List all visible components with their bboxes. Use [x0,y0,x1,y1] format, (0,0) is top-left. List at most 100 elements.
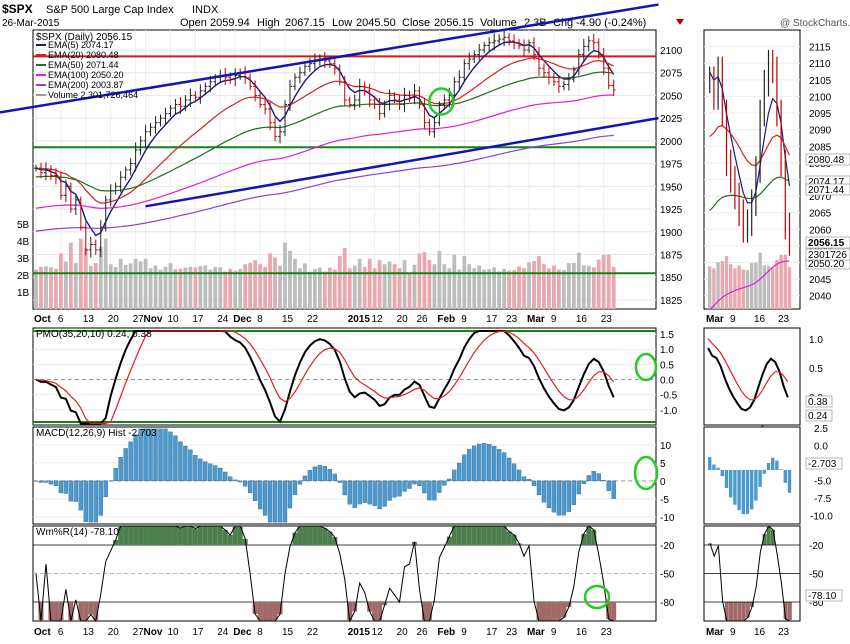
macd-bar [402,480,407,492]
zoom-pmo-tick: 0.5 [809,364,823,375]
wmr-title: Wm%R(14) -78.10 [36,527,119,538]
wmr-overbought-fill [317,526,323,545]
x-axis-label: Dec [233,314,252,325]
zoom-volume-bar [741,269,745,309]
wmr-overbought-fill [446,536,452,545]
volume-bar [268,253,272,309]
macd-bar [531,480,537,486]
pmo-y-tick: 1.0 [660,345,674,356]
macd-y-tick: 0 [660,477,666,488]
zoom-macd-bar [720,470,724,477]
macd-bar [437,480,442,493]
macd-bar [233,479,238,482]
zoom-value-label: 2301726 [805,248,850,261]
macd-bar [322,466,327,482]
x-axis-label: 23 [601,314,613,325]
x-axis-label: 23 [601,627,613,638]
wmr-oversold-fill [551,602,557,621]
macd-bar [198,458,203,482]
wmr-oversold-fill [272,602,278,621]
volume-bar [452,254,457,309]
wmr-oversold-fill [88,602,94,615]
zoom-volume-bar [775,259,779,309]
zoom-macd-bar [737,470,741,511]
volume-bar [581,265,586,309]
volume-bar [342,248,347,309]
volume-bar [98,246,103,309]
zoom-price-tick: 2115 [809,43,831,54]
ema20-line [35,57,614,204]
volume-bar [322,271,327,309]
price-y-tick: 1925 [660,205,683,216]
wmr-overbought-fill [461,526,467,545]
macd-bar [561,480,567,516]
volume-bar [566,263,571,309]
zoom-value-label-text: 2074.17 [808,177,845,188]
volume-bar [93,263,98,309]
zoom-price-tick: 2045 [809,275,832,286]
x-axis-label: 23 [506,314,518,325]
close-value: 2056.15 [434,17,474,29]
macd-bar [521,476,527,482]
zoom-volume-bar [779,254,783,309]
zoom-x-label: 9 [730,627,736,638]
macd-bar [48,480,54,485]
macd-bar [427,480,432,501]
x-axis-label: 17 [486,627,498,638]
x-axis-label: 6 [58,314,64,325]
wmr-overbought-fill [192,528,198,545]
zoom-ema20-line [709,124,791,167]
wmr-overbought-fill [143,526,149,545]
zoom-macd-bar [708,457,712,470]
macd-bar [113,468,118,482]
macd-bar [526,479,532,482]
highlight-circle-macd [633,455,659,491]
macd-bar [417,480,422,487]
pmo-y-tick: -0.5 [660,391,678,402]
volume-bar [273,257,277,309]
macd-bar [178,441,183,482]
volume-bar [601,254,606,309]
zoom-macd-bar [787,470,792,493]
volume-bar [487,269,492,309]
volume-bar [168,263,173,309]
volume-bar [392,264,397,309]
wmr-overbought-fill [217,526,223,545]
zoom-pmo-label-box [805,409,833,422]
zoom-macd-bar [783,470,787,483]
zoom-price-tick: 2095 [809,109,832,120]
macd-bar [462,454,467,482]
macd-bar [183,445,188,482]
price-y-tick: 1825 [660,296,683,307]
macd-bar [143,428,148,482]
wmr-overbought-fill [332,537,338,545]
macd-y-tick: -5 [660,495,669,506]
macd-bar [611,480,616,499]
macd-bar [357,480,362,505]
index-name: S&P 500 Large Cap Index [46,4,174,16]
volume-bar [497,271,502,309]
x-axis-label: 20 [108,314,120,325]
zoom-wmr-panel: -20 -50 -80-78.10 [703,525,843,622]
x-axis-label: 15 [282,627,294,638]
zoom-value-label-box [805,183,850,196]
macd-bar [108,480,113,482]
macd-bar [133,434,138,482]
x-axis-label: 8 [257,314,263,325]
volume-bar [482,269,487,309]
x-axis-label: 22 [307,627,319,638]
zoom-wmr-fill [787,602,792,621]
volume-bar [397,268,402,309]
zoom-macd-label: -2.703 [808,459,837,470]
ema200-line [35,134,614,232]
macd-bar [262,480,268,516]
zoom-value-label-text: 2301726 [808,250,847,261]
zoom-pmo-label: 0.38 [808,397,828,408]
wmr-oversold-fill [58,602,64,621]
x-axis-label: 10 [167,627,179,638]
volume-bar [59,253,63,309]
zoom-volume-bar [783,254,787,309]
volume-bar [278,265,282,309]
volume-bar [442,264,447,309]
wmr-overbought-fill [511,534,517,545]
